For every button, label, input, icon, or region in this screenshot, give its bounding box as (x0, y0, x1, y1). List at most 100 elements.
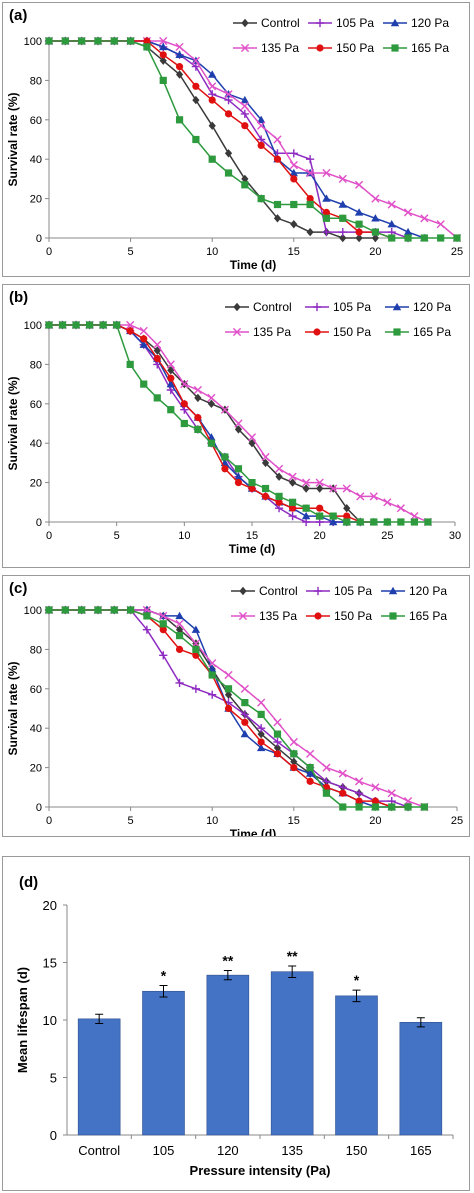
series-3 (44, 320, 433, 527)
x-tick-label: 25 (381, 530, 393, 542)
plus-marker (306, 155, 315, 164)
circle-marker (316, 44, 324, 52)
triangle-marker (256, 115, 266, 123)
triangle-marker (388, 586, 398, 595)
x-axis-title: Time (d) (230, 258, 276, 272)
legend-entry: 135 Pa (231, 609, 297, 623)
square-marker (397, 518, 405, 526)
triangle-marker (166, 379, 175, 388)
square-marker (424, 518, 432, 526)
circle-marker (159, 626, 167, 634)
x-marker (175, 42, 184, 52)
triangle-marker (240, 95, 250, 104)
legend-label: Control (259, 584, 298, 598)
square-marker (257, 195, 265, 203)
chart-c: (c) 0 20 40 60 80 100 0 5 10 15 20 25 Time (d) Surviva… (6, 580, 463, 836)
x-tick-label: 25 (451, 815, 463, 827)
square-marker (388, 234, 396, 242)
x-marker (153, 340, 162, 349)
square-marker (356, 518, 364, 526)
square-marker (167, 406, 175, 414)
square-marker (175, 116, 184, 124)
legend-entry: 150 Pa (308, 41, 374, 55)
diamond-marker (194, 393, 202, 403)
x-marker (240, 101, 249, 111)
x-marker (436, 220, 445, 229)
legend-label: 120 Pa (411, 16, 449, 30)
diamond-marker (241, 174, 249, 184)
plus-marker (175, 678, 184, 687)
x-marker (180, 380, 189, 389)
x-marker (306, 749, 315, 758)
circle-marker (180, 400, 188, 408)
series-line (49, 40, 409, 239)
x-marker (369, 492, 378, 501)
square-marker (306, 200, 314, 209)
x-marker (315, 478, 324, 487)
series-1 (44, 320, 365, 527)
square-marker (127, 606, 135, 614)
x-marker (220, 405, 230, 414)
square-marker (343, 518, 351, 526)
plus-marker (288, 511, 297, 521)
legend-entry: 105 Pa (306, 584, 372, 598)
square-marker (404, 234, 412, 242)
y-axis-title: Survival rate (%) (6, 661, 20, 755)
circle-marker (371, 797, 379, 805)
square-marker (241, 181, 249, 189)
triangle-marker (338, 200, 347, 208)
series-5 (45, 37, 461, 242)
diamond-marker (208, 121, 216, 130)
plus-marker (312, 302, 322, 312)
legend-label: 135 Pa (259, 609, 297, 623)
circle-marker (322, 208, 331, 216)
series-line (49, 324, 361, 523)
x-marker (240, 43, 250, 53)
plus-marker (338, 227, 347, 237)
panel-label: (d) (19, 874, 38, 891)
triangle-marker (354, 208, 364, 216)
x-tick-label: 30 (449, 530, 461, 542)
circle-marker (343, 512, 351, 520)
panel-b: (b) 0 20 40 60 80 100 0 5 10 15 20 25 30 Time (d) Survi… (2, 284, 470, 568)
x-tick-label: 0 (46, 530, 52, 542)
x-tick-label: 0 (46, 815, 52, 827)
y-tick-label: 5 (50, 1071, 57, 1086)
plus-marker (315, 18, 325, 28)
x-marker (139, 326, 148, 336)
triangle-marker (371, 214, 380, 222)
x-tick-label: 135 (281, 1143, 303, 1158)
circle-marker (306, 777, 314, 785)
y-tick-label: 0 (36, 802, 42, 814)
diamond-marker (275, 472, 283, 481)
panel-d: (d) 0 5 10 15 20 Control * 105 ** 120 ** 135 * 150 165 P… (2, 856, 470, 1191)
circle-marker (289, 504, 297, 512)
square-marker (175, 632, 184, 640)
x-tick-label: 10 (178, 530, 190, 542)
chart-b: (b) 0 20 40 60 80 100 0 5 10 15 20 25 30 Time (d) Survi… (6, 289, 461, 556)
circle-marker (313, 328, 321, 336)
x-marker (354, 777, 364, 786)
square-marker (290, 200, 298, 209)
legend-label: Control (253, 300, 292, 314)
triangle-marker (390, 18, 400, 27)
square-marker (290, 750, 298, 758)
square-marker (371, 228, 379, 236)
legend-label: 105 Pa (336, 16, 374, 30)
x-marker (193, 385, 202, 395)
circle-marker (275, 498, 283, 506)
circle-marker (257, 738, 265, 746)
diamond-marker (261, 458, 270, 468)
error-bar (95, 1013, 104, 1024)
y-tick-label: 10 (43, 1013, 57, 1028)
square-marker (194, 425, 202, 434)
legend-label: 150 Pa (333, 325, 371, 339)
x-tick-label: 5 (128, 815, 134, 827)
circle-marker (314, 612, 322, 620)
square-marker (437, 234, 445, 242)
y-tick-label: 40 (30, 723, 42, 735)
plus-marker (208, 690, 217, 699)
plus-marker (289, 149, 298, 158)
series-2 (44, 320, 392, 526)
circle-marker (126, 327, 134, 335)
